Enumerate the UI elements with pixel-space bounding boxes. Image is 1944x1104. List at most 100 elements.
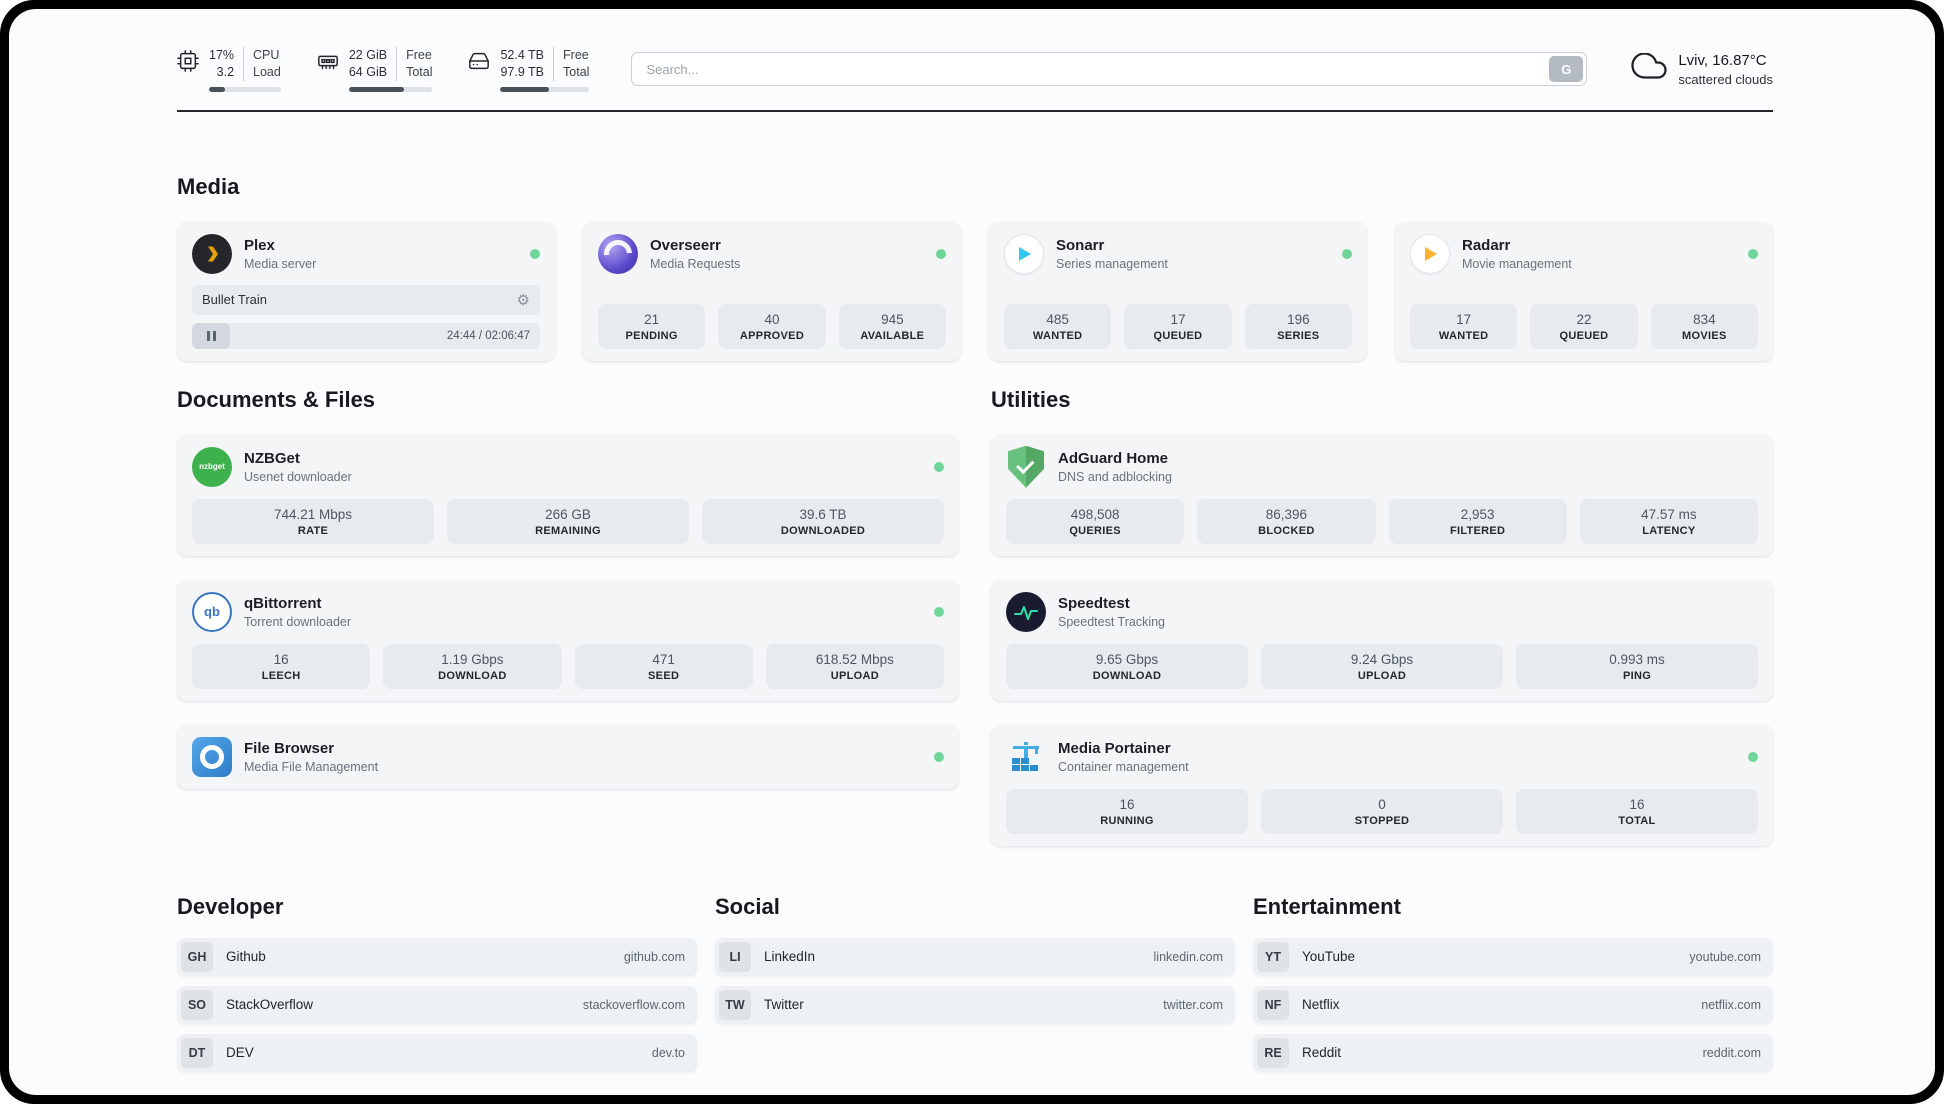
stat-label: FILTERED: [1449, 524, 1506, 537]
documents-section-title: Documents & Files: [177, 386, 376, 412]
stat-value: 40: [764, 311, 780, 327]
player-bar: 24:44 / 02:06:47: [192, 322, 540, 349]
qbittorrent-icon: qb: [192, 591, 232, 632]
stat-blocked: 86,396 BLOCKED: [1197, 498, 1376, 544]
service-card-portainer[interactable]: Media Portainer Container management 16 R…: [991, 724, 1773, 846]
ram-metric: 22 GiB 64 GiB Free Total: [317, 47, 433, 92]
stat-value: 196: [1287, 311, 1310, 327]
bookmark-abbr: TW: [719, 989, 751, 1020]
stat-value: 2,953: [1460, 506, 1495, 522]
service-card-plex[interactable]: Plex Media server Bullet Train ⚙ 24:44 /…: [177, 221, 555, 361]
disk-free-value: 52.4 TB: [500, 48, 545, 62]
bookmark-abbr: DT: [181, 1037, 213, 1068]
stats-row: 744.21 Mbps RATE 266 GB REMAINING 39.6 TB DOW…: [192, 487, 944, 544]
stat-value: 485: [1046, 311, 1069, 327]
adguard-icon: [1006, 445, 1046, 488]
bookmark-youtube[interactable]: YT YouTube youtube.com: [1253, 937, 1773, 976]
stat-label: MOVIES: [1682, 329, 1727, 342]
stat-label: UPLOAD: [1357, 669, 1407, 682]
cpu-load-value: 3.2: [216, 64, 235, 79]
bookmark-abbr: SO: [181, 989, 213, 1020]
bookmark-domain: reddit.com: [1702, 1045, 1761, 1060]
bookmark-name: YouTube: [1302, 949, 1356, 965]
bookmark-list: LI LinkedIn linkedin.com TW Twitter twitter.c…: [715, 937, 1235, 1024]
bookmark-github[interactable]: GH Github github.com: [177, 937, 697, 976]
stat-label: STOPPED: [1354, 814, 1410, 827]
bookmark-reddit[interactable]: RE Reddit reddit.com: [1253, 1033, 1773, 1072]
stat-downloaded: 39.6 TB DOWNLOADED: [702, 498, 944, 544]
service-subtitle: Speedtest Tracking: [1058, 614, 1166, 629]
nzbget-icon: nzbget: [192, 446, 232, 487]
search-engine-button[interactable]: G: [1549, 56, 1584, 83]
service-card-filebrowser[interactable]: File Browser Media File Management: [177, 724, 959, 789]
filebrowser-icon: [192, 736, 232, 777]
stat-movies: 834 MOVIES: [1650, 303, 1758, 349]
stat-upload: 618.52 Mbps UPLOAD: [765, 643, 944, 689]
search-input[interactable]: [631, 52, 1588, 87]
service-card-qbittorrent[interactable]: qb qBittorrent Torrent downloader 16 LEEC…: [177, 579, 959, 701]
stat-rate: 744.21 Mbps RATE: [192, 498, 434, 544]
bookmark-group-entertainment: Entertainment YT YouTube youtube.com NF Netf…: [1253, 894, 1773, 1072]
portainer-icon: [1006, 737, 1046, 777]
service-subtitle: Series management: [1056, 256, 1168, 271]
disk-icon: [468, 47, 490, 72]
section-documents: Documents & Files nzbget NZBGet Usenet d…: [177, 387, 959, 846]
service-card-nzbget[interactable]: nzbget NZBGet Usenet downloader 744.21 M…: [177, 434, 959, 556]
cpu-metric: 17% 3.2 CPU Load: [177, 47, 281, 92]
bookmark-list: GH Github github.com SO StackOverflow stackov…: [177, 937, 697, 1072]
bookmark-name: Twitter: [764, 997, 804, 1013]
bookmark-dev[interactable]: DT DEV dev.to: [177, 1033, 697, 1072]
bookmark-domain: dev.to: [651, 1045, 685, 1060]
stat-value: 17: [1456, 311, 1472, 327]
service-name: AdGuard Home: [1058, 449, 1169, 467]
weather-condition: scattered clouds: [1678, 71, 1773, 87]
bookmark-abbr: NF: [1257, 989, 1289, 1020]
utilities-section-title: Utilities: [991, 386, 1071, 412]
stat-queued: 17 QUEUED: [1124, 303, 1232, 349]
media-section-title: Media: [177, 173, 240, 199]
gear-icon[interactable]: ⚙: [516, 291, 530, 309]
stat-label: UPLOAD: [830, 669, 879, 682]
service-card-overseerr[interactable]: Overseerr Media Requests 21 PENDING 40 APPR…: [583, 221, 961, 361]
service-card-sonarr[interactable]: Sonarr Series management 485 WANTED 17 QUEU…: [989, 221, 1367, 361]
ram-total-value: 64 GiB: [348, 64, 388, 79]
service-card-adguard[interactable]: AdGuard Home DNS and adblocking 498,508 Q…: [991, 434, 1773, 556]
section-media: Media Plex Media server Bullet Train ⚙: [177, 174, 1773, 361]
ram-free-label: Free: [406, 48, 432, 62]
header-divider: [177, 109, 1773, 112]
disk-progress-bar: [500, 86, 590, 92]
status-dot: [1748, 751, 1758, 762]
stat-filtered: 2,953 FILTERED: [1388, 498, 1567, 544]
stat-label: DOWNLOAD: [438, 669, 507, 682]
stats-row: 16 RUNNING 0 STOPPED 16 TOTAL: [1006, 777, 1758, 834]
ram-free-value: 22 GiB: [348, 48, 388, 62]
stat-value: 0: [1378, 796, 1386, 812]
bookmark-stackoverflow[interactable]: SO StackOverflow stackoverflow.com: [177, 985, 697, 1024]
bookmark-domain: stackoverflow.com: [582, 997, 685, 1012]
stat-value: 21: [644, 311, 660, 327]
stat-running: 16 RUNNING: [1006, 788, 1248, 834]
cpu-usage-value: 17%: [209, 48, 235, 62]
ram-progress-bar: [348, 86, 433, 92]
pause-button[interactable]: [192, 322, 230, 349]
service-card-speedtest[interactable]: Speedtest Speedtest Tracking 9.65 Gbps DO…: [991, 579, 1773, 701]
developer-section-title: Developer: [177, 893, 284, 919]
stat-label: DOWNLOADED: [780, 524, 866, 537]
overseerr-icon: [598, 233, 638, 274]
service-subtitle: Media File Management: [244, 759, 379, 774]
speedtest-icon: [1006, 591, 1046, 632]
service-name: Media Portainer: [1058, 739, 1171, 757]
status-dot: [934, 606, 944, 617]
service-subtitle: Torrent downloader: [244, 614, 352, 629]
bookmark-netflix[interactable]: NF Netflix netflix.com: [1253, 985, 1773, 1024]
service-subtitle: Movie management: [1462, 256, 1572, 271]
stat-label: SERIES: [1277, 329, 1320, 342]
bookmark-linkedin[interactable]: LI LinkedIn linkedin.com: [715, 937, 1235, 976]
cpu-progress-bar: [209, 86, 281, 92]
disk-total-label: Total: [563, 64, 590, 79]
stat-label: QUERIES: [1069, 524, 1121, 537]
service-name: File Browser: [244, 739, 335, 757]
stats-row: 498,508 QUERIES 86,396 BLOCKED 2,953 FILTERED…: [1006, 487, 1758, 544]
bookmark-twitter[interactable]: TW Twitter twitter.com: [715, 985, 1235, 1024]
service-card-radarr[interactable]: Radarr Movie management 17 WANTED 22 QUEUED…: [1395, 221, 1773, 361]
